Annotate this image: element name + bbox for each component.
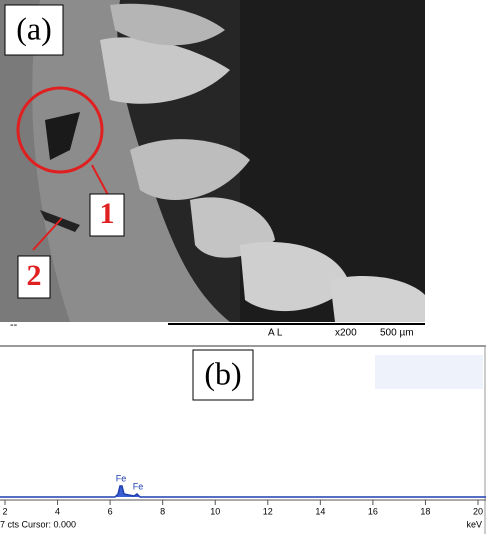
x-tick-label: 10 xyxy=(210,506,220,516)
x-tick-label: 18 xyxy=(420,506,430,516)
x-tick-label: 16 xyxy=(368,506,378,516)
detector: A L xyxy=(268,328,283,339)
peak-label: Fe xyxy=(116,473,127,483)
corner-text: -- xyxy=(10,319,18,331)
panel-label: (b) xyxy=(204,355,241,391)
scale-length: 500 µm xyxy=(380,328,414,339)
x-tick-label: 20 xyxy=(473,506,483,516)
legend-area xyxy=(375,355,483,389)
magnification: x200 xyxy=(335,328,357,339)
panel-label: (a) xyxy=(16,10,52,46)
peak-label: Fe xyxy=(133,481,144,491)
x-tick-label: 6 xyxy=(108,506,113,516)
figure: (a) 1 2 -- A L x200 500 µm (b) Fe Fe 2 4 6… xyxy=(0,0,486,534)
x-unit: keV xyxy=(466,519,482,529)
x-tick-label: 8 xyxy=(160,506,165,516)
x-tick-label: 2 xyxy=(2,506,7,516)
x-tick-label: 12 xyxy=(263,506,273,516)
status: 7 cts Cursor: 0.000 xyxy=(0,519,76,529)
marker: 2 xyxy=(27,259,42,292)
sem-image xyxy=(0,0,425,322)
x-tick-label: 14 xyxy=(315,506,325,516)
spectrum xyxy=(0,486,486,497)
x-tick-label: 4 xyxy=(55,506,60,516)
marker: 1 xyxy=(100,197,115,230)
